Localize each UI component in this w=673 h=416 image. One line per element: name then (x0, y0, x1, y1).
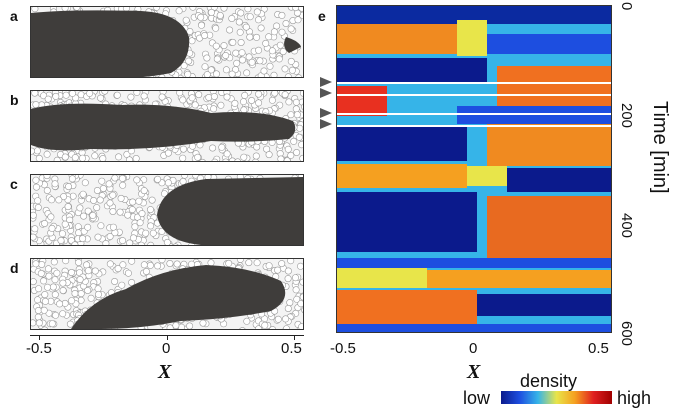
snapshot-b-image (31, 91, 303, 161)
colorbar-title: density (520, 371, 578, 391)
panel-label-b: b (10, 92, 19, 108)
marker-arrow-icon (320, 77, 332, 87)
panel-label-c: c (10, 176, 18, 192)
kymo-x-axis-title: X (467, 361, 481, 383)
left-x-tick-label: -0.5 (26, 340, 52, 357)
snapshot-panel-d (30, 258, 304, 330)
kymo-x-tick-label: 0 (469, 340, 478, 357)
left-x-tick-label: 0 (162, 340, 171, 357)
snapshot-panel-b (30, 90, 304, 162)
left-x-tick (167, 335, 168, 340)
kymo-y-tick-label: 400 (618, 213, 635, 239)
colorbar-gradient (501, 391, 612, 404)
snapshot-c-image (31, 175, 303, 245)
kymograph-image (337, 6, 611, 332)
kymo-x-tick-label: -0.5 (330, 340, 356, 357)
snapshot-panel-a (30, 6, 304, 78)
marker-arrow-icon (320, 108, 332, 118)
kymo-y-tick-label: 200 (618, 103, 635, 129)
snapshot-panel-c (30, 174, 304, 246)
left-x-tick-label: 0.5 (281, 340, 302, 357)
snapshot-d-image (31, 259, 303, 329)
left-x-tick (39, 335, 40, 340)
left-x-tick (294, 335, 295, 340)
colorbar-high-label: high (617, 388, 652, 408)
marker-arrow-icon (320, 88, 332, 98)
panel-label-a: a (10, 8, 18, 24)
kymo-y-tick-label: 600 (618, 321, 635, 347)
kymo-y-axis-title: Time [min] (649, 101, 671, 194)
snapshot-a-image (31, 7, 303, 77)
panel-label-e: e (318, 8, 326, 24)
kymograph-heatmap (336, 5, 612, 333)
colorbar-low-label: low (463, 388, 491, 408)
left-x-axis-title: X (158, 361, 172, 383)
kymo-y-tick-label: 0 (618, 2, 635, 11)
kymo-x-tick-label: 0.5 (588, 340, 609, 357)
marker-arrow-icon (320, 119, 332, 129)
panel-label-d: d (10, 260, 19, 276)
